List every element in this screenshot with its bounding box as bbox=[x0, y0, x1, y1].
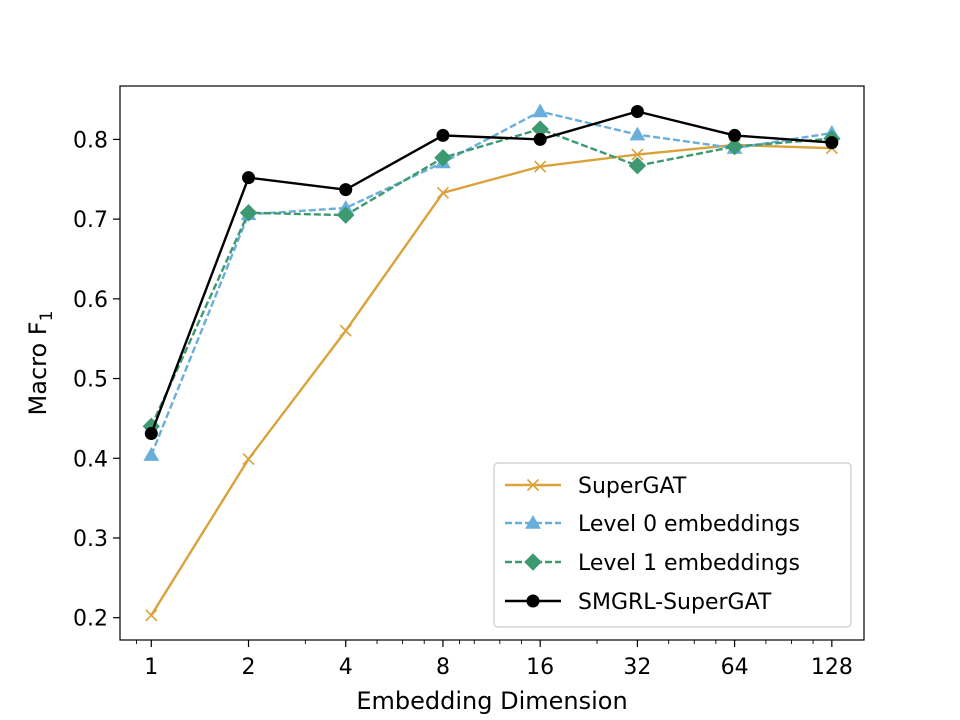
data-point bbox=[629, 126, 646, 141]
legend-item: Level 0 embeddings bbox=[505, 512, 800, 537]
data-point bbox=[631, 148, 644, 161]
series-layer bbox=[142, 103, 841, 622]
y-tick-label: 0.8 bbox=[73, 128, 108, 153]
x-axis-label: Embedding Dimension bbox=[356, 687, 627, 715]
legend-label: Level 0 embeddings bbox=[578, 512, 800, 537]
legend-item: Level 1 embeddings bbox=[505, 551, 800, 576]
x-tick-label: 128 bbox=[811, 655, 853, 680]
x-tick-label: 4 bbox=[339, 655, 353, 680]
legend-label: Level 1 embeddings bbox=[578, 551, 800, 576]
y-axis: 0.2 0.3 0.4 0.5 0.6 0.7 0.8 bbox=[73, 128, 120, 632]
y-tick-label: 0.6 bbox=[73, 288, 108, 313]
legend-item: SMGRL-SuperGAT bbox=[505, 590, 772, 615]
series-3 bbox=[144, 105, 839, 441]
y-tick-label: 0.2 bbox=[73, 607, 108, 632]
data-point bbox=[239, 204, 258, 222]
data-point bbox=[533, 132, 547, 146]
data-point bbox=[339, 324, 352, 337]
y-axis-label-main: Macro F bbox=[24, 321, 52, 415]
data-point bbox=[630, 105, 644, 119]
x-tick-label: 8 bbox=[436, 655, 450, 680]
legend-marker bbox=[524, 553, 542, 571]
legend-box bbox=[493, 462, 852, 628]
series-line bbox=[150, 110, 832, 434]
data-point bbox=[339, 183, 353, 197]
data-point bbox=[436, 128, 450, 142]
data-point bbox=[725, 137, 744, 156]
legend-marker bbox=[525, 514, 541, 529]
x-tick-label: 64 bbox=[721, 655, 749, 680]
data-point bbox=[728, 128, 742, 142]
data-point bbox=[144, 427, 158, 441]
plot-frame bbox=[119, 85, 865, 641]
y-tick-label: 0.3 bbox=[73, 527, 108, 552]
y-tick-label: 0.7 bbox=[73, 208, 108, 233]
x-axis: 1 2 4 8 16 32 64 128 bbox=[136, 640, 853, 680]
data-point bbox=[532, 103, 549, 118]
x-tick-label: 2 bbox=[242, 655, 256, 680]
data-point bbox=[434, 149, 452, 167]
y-tick-label: 0.5 bbox=[73, 368, 108, 393]
data-point bbox=[242, 171, 256, 185]
y-axis-label-subscript: 1 bbox=[37, 311, 57, 322]
y-tick-label: 0.4 bbox=[73, 447, 108, 472]
data-point bbox=[436, 186, 450, 199]
legend-item: SuperGAT bbox=[505, 474, 687, 499]
data-point bbox=[337, 206, 355, 224]
data-point bbox=[242, 452, 255, 466]
data-point bbox=[145, 609, 158, 622]
data-point bbox=[143, 447, 160, 461]
legend-label: SMGRL-SuperGAT bbox=[578, 590, 772, 615]
y-axis-label: Macro F1 bbox=[24, 311, 57, 416]
x-tick-label: 1 bbox=[144, 655, 158, 680]
x-tick-label: 32 bbox=[623, 655, 651, 680]
legend: SuperGAT Level 0 embeddings Level 1 embedd… bbox=[493, 462, 852, 628]
legend-marker bbox=[526, 594, 540, 608]
legend-label: SuperGAT bbox=[578, 474, 687, 499]
x-tick-label: 16 bbox=[526, 655, 554, 680]
data-point bbox=[534, 160, 547, 173]
legend-marker bbox=[526, 478, 540, 492]
data-point bbox=[825, 136, 839, 150]
series-line bbox=[150, 127, 832, 427]
data-point bbox=[628, 157, 647, 175]
